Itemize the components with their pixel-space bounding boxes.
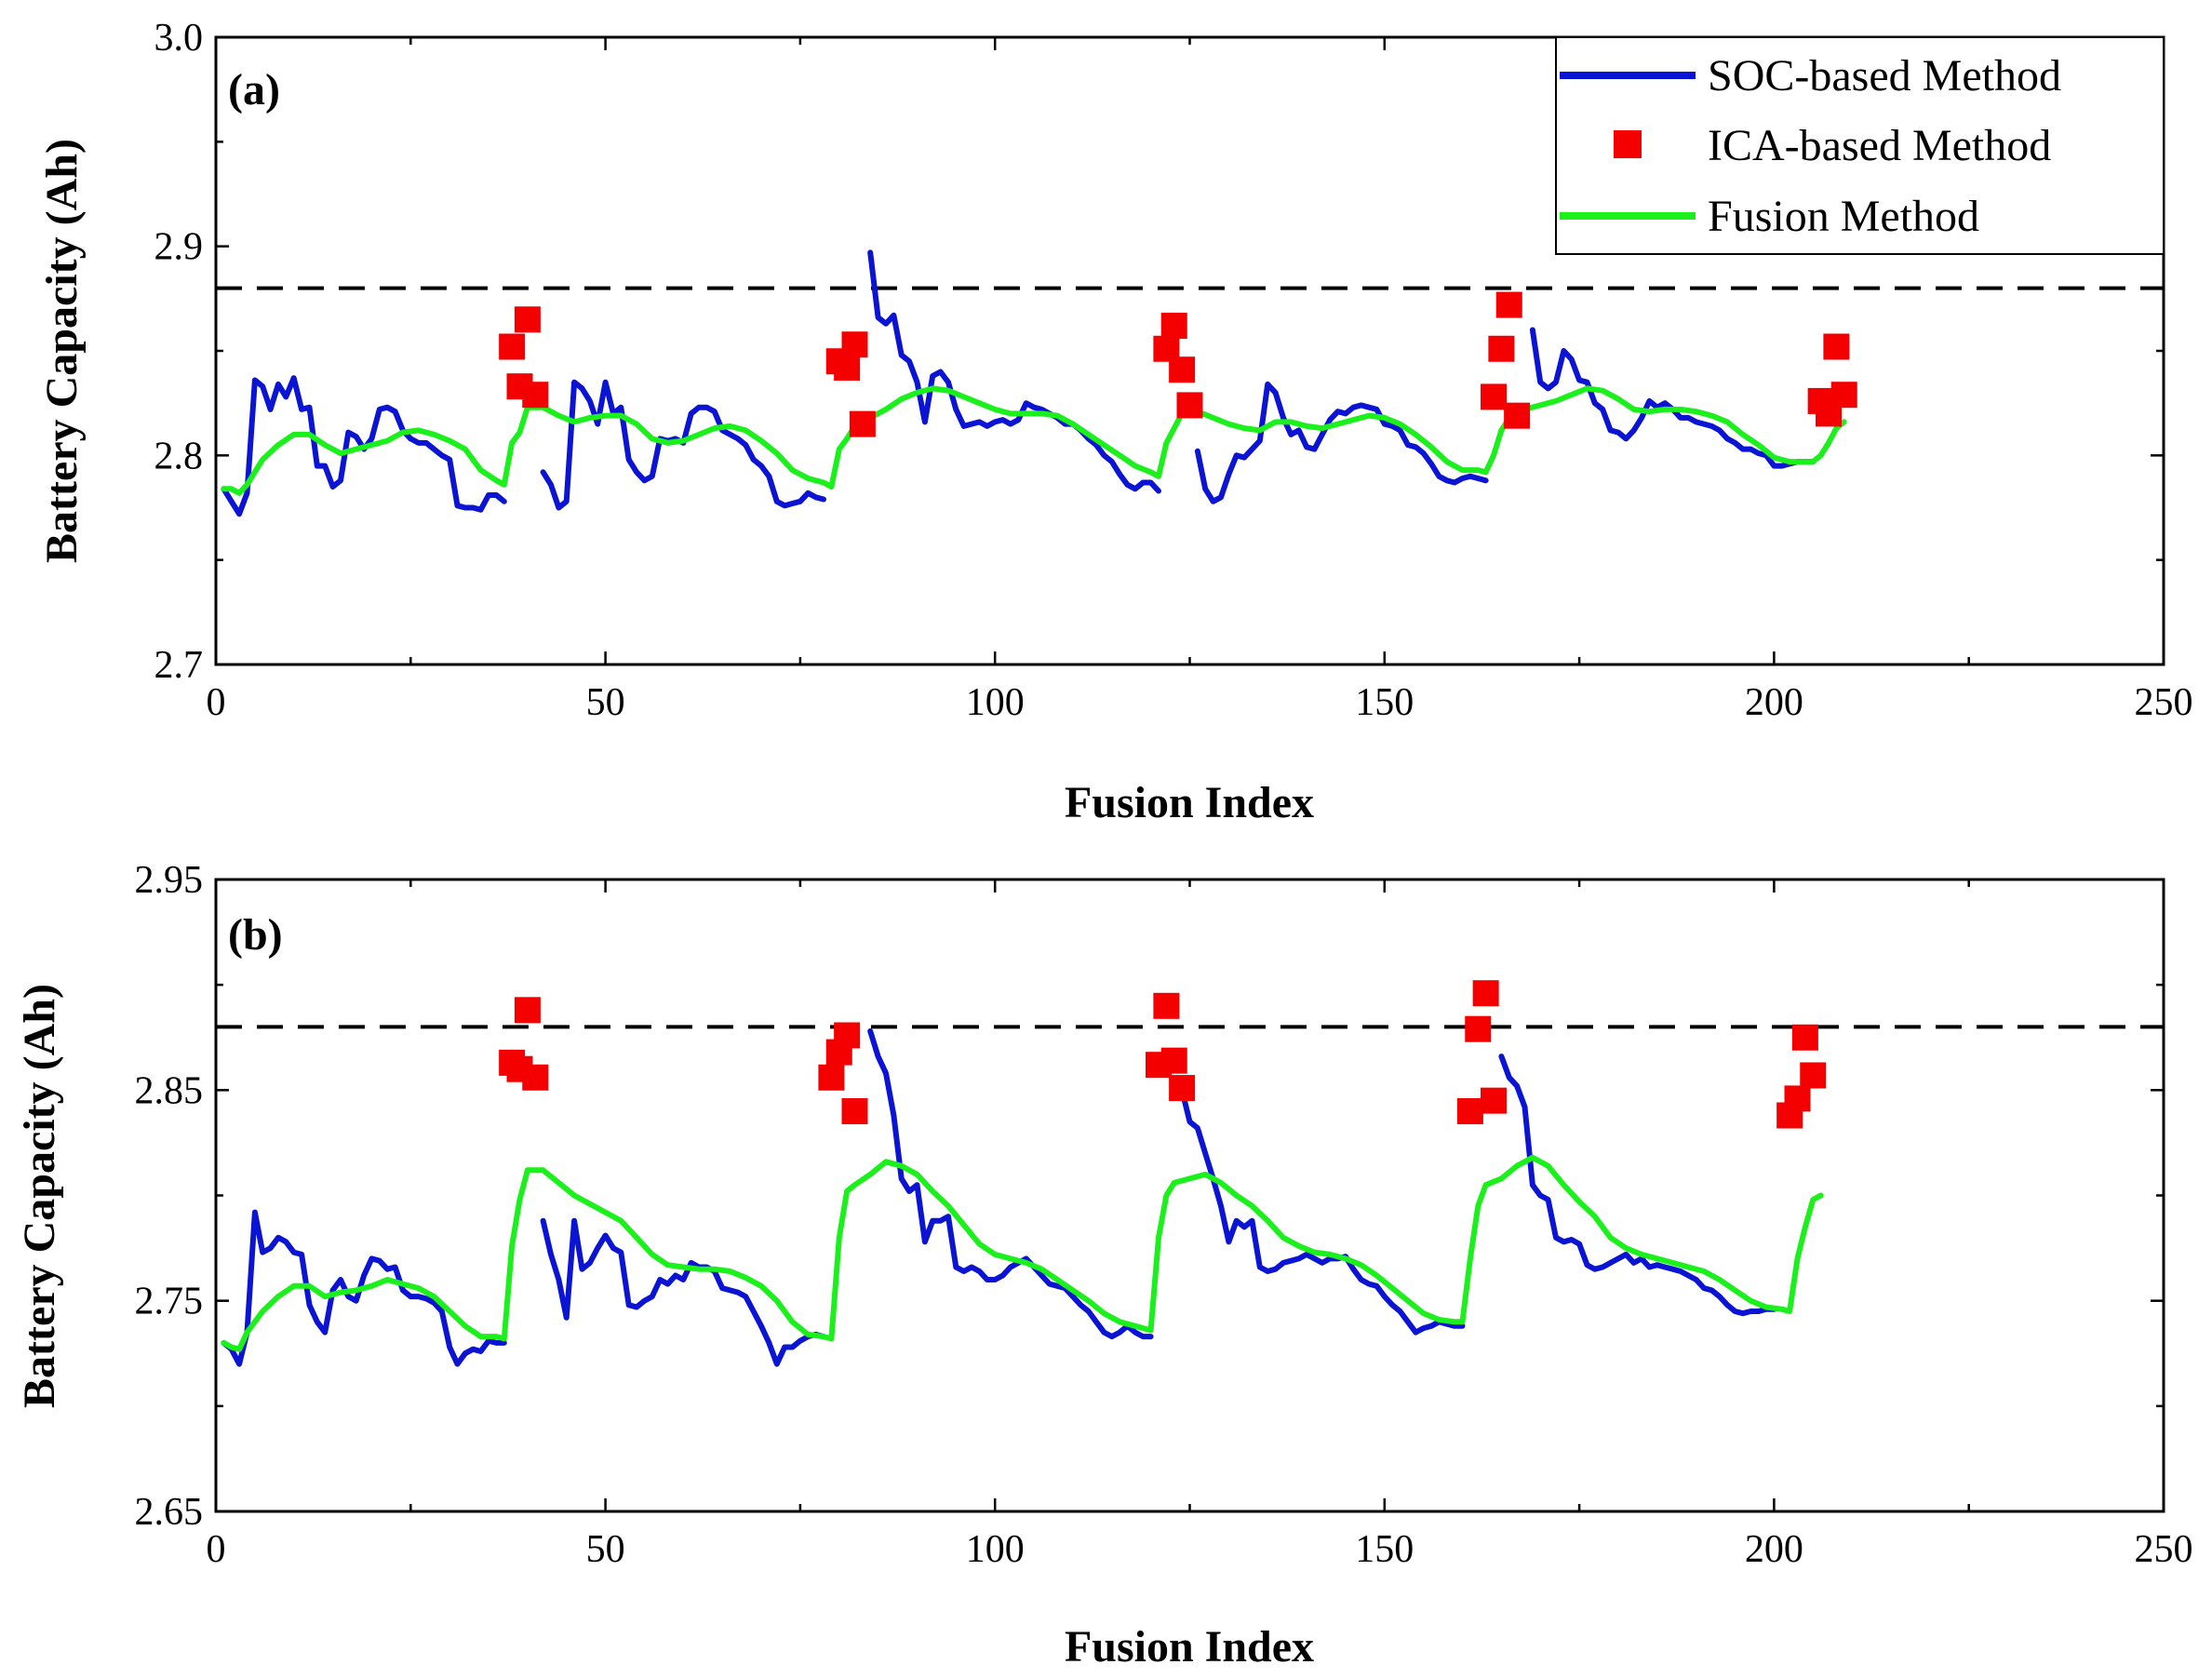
legend: SOC-based Method ICA-based Method Fusion… — [1555, 36, 2165, 255]
legend-entry-soc: SOC-based Method — [1560, 51, 2061, 101]
y-tick-label-b: 2.75 — [135, 1281, 204, 1323]
panel-label-a: (a) — [228, 65, 280, 114]
ica-point-b-15 — [1481, 1087, 1508, 1114]
x-tick-label-a: 0 — [207, 681, 226, 724]
ticks-group-b: 0 50 100 150 200 250 2.65 2.75 2.85 2.95 — [135, 859, 2193, 1571]
ica-point-b-17 — [1784, 1085, 1811, 1112]
y-axis-title-a: Battery Capacity (Ah) — [37, 139, 87, 563]
y-tick-label-b: 2.95 — [135, 859, 204, 902]
y-tick-label-b: 2.85 — [135, 1069, 204, 1112]
ica-point-a-14 — [1495, 291, 1522, 318]
ica-point-a-3 — [522, 382, 549, 409]
series-line-fusion method-b-0 — [221, 1154, 1824, 1352]
ica-point-b-18 — [1791, 1024, 1818, 1051]
series-line-soc-b-2 — [867, 1028, 1154, 1340]
ica-point-a-18 — [1823, 333, 1850, 360]
ica-point-b-6 — [834, 1022, 861, 1049]
ica-point-b-10 — [1160, 1047, 1187, 1074]
y-tick-label-a: 3.0 — [154, 17, 204, 60]
ica-point-a-9 — [1160, 313, 1187, 340]
legend-label-fusion: Fusion Method — [1708, 192, 1979, 241]
series-line-soc-b-0 — [221, 1209, 507, 1367]
ica-point-a-19 — [1830, 382, 1857, 409]
series-group-a — [221, 249, 1857, 517]
x-tick-label-b: 200 — [1745, 1528, 1803, 1571]
series-line-fusion method-a-0 — [221, 385, 1847, 496]
ica-point-a-15 — [1504, 402, 1531, 429]
x-tick-label-b: 0 — [207, 1528, 226, 1571]
ica-point-b-9 — [1153, 992, 1180, 1019]
ica-point-a-7 — [849, 410, 876, 437]
x-tick-label-a: 100 — [966, 681, 1025, 724]
ica-point-b-3 — [522, 1064, 549, 1091]
x-axis-title-b: Fusion Index — [1065, 1622, 1314, 1671]
series-line-soc-a-2 — [867, 249, 1161, 494]
y-tick-label-b: 2.65 — [135, 1491, 204, 1534]
ica-point-a-10 — [1169, 356, 1196, 383]
ica-point-b-11 — [1169, 1075, 1196, 1102]
x-tick-label-a: 50 — [586, 681, 625, 724]
legend-swatch-ica — [1614, 130, 1642, 158]
legend-label-soc: SOC-based Method — [1708, 51, 2061, 101]
y-tick-label-a: 2.9 — [154, 226, 204, 269]
y-tick-label-a: 2.7 — [154, 644, 204, 687]
legend-entry-ica: ICA-based Method — [1614, 121, 2051, 170]
ica-point-a-12 — [1481, 383, 1508, 410]
x-tick-label-b: 250 — [2135, 1528, 2193, 1571]
y-tick-label-a: 2.8 — [154, 435, 204, 477]
x-tick-label-a: 150 — [1355, 681, 1414, 724]
series-line-soc-b-4 — [1498, 1054, 1777, 1317]
ica-point-b-4 — [818, 1064, 845, 1091]
legend-label-ica: ICA-based Method — [1708, 121, 2051, 170]
ica-point-b-14 — [1472, 980, 1499, 1007]
series-line-soc-b-3 — [1179, 1087, 1466, 1336]
series-line-soc-b-1 — [540, 1217, 826, 1367]
y-axis-title-b: Battery Capacity (Ah) — [15, 984, 64, 1408]
ica-point-a-11 — [1176, 392, 1203, 419]
ica-point-a-6 — [841, 331, 868, 358]
series-line-soc-a-3 — [1194, 381, 1489, 504]
series-group-b — [221, 980, 1827, 1367]
chart-panel-a: 0 50 100 150 200 250 2.7 2.8 2.9 3.0 (a) Fusion I… — [37, 17, 2193, 827]
ica-point-a-5 — [834, 354, 861, 381]
x-tick-label-b: 150 — [1355, 1528, 1414, 1571]
x-tick-label-b: 50 — [586, 1528, 625, 1571]
x-axis-title-a: Fusion Index — [1065, 778, 1314, 827]
ica-point-b-19 — [1800, 1062, 1827, 1089]
ica-point-a-0 — [499, 333, 526, 360]
ica-point-b-12 — [1456, 1097, 1483, 1124]
ica-point-a-13 — [1488, 335, 1515, 362]
ica-point-a-2 — [514, 306, 541, 333]
ticks-group-a: 0 50 100 150 200 250 2.7 2.8 2.9 3.0 — [154, 17, 2193, 724]
ica-point-b-13 — [1465, 1015, 1492, 1042]
ica-point-b-2 — [514, 997, 541, 1024]
legend-entry-fusion: Fusion Method — [1560, 192, 1979, 241]
panel-label-b: (b) — [228, 910, 283, 960]
x-tick-label-a: 200 — [1745, 681, 1803, 724]
chart-panel-b: 0 50 100 150 200 250 2.65 2.75 2.85 2.95 (b) Fusi… — [15, 859, 2193, 1671]
x-tick-label-a: 250 — [2135, 681, 2193, 724]
ica-point-b-7 — [841, 1097, 868, 1124]
x-tick-label-b: 100 — [966, 1528, 1025, 1571]
